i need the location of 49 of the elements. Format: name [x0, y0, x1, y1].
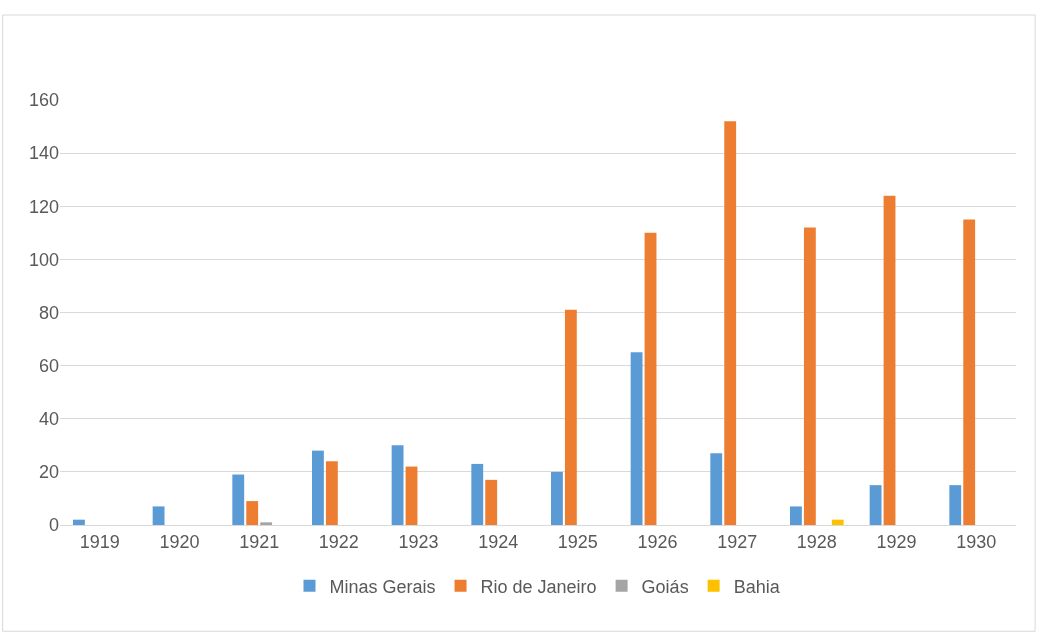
- bar: [246, 501, 259, 525]
- bar: [564, 309, 577, 525]
- bar: [790, 506, 802, 525]
- x-tick-label: 1925: [557, 531, 598, 552]
- x-tick-label: 1926: [637, 531, 678, 552]
- legend-label: Minas Gerais: [329, 576, 436, 597]
- x-tick-label: 1929: [876, 531, 917, 552]
- x-tick-label: 1919: [79, 531, 120, 552]
- bar: [644, 232, 657, 525]
- legend-label: Rio de Janeiro: [480, 576, 597, 597]
- x-tick-label: 1924: [478, 531, 519, 552]
- legend-label: Bahia: [733, 576, 781, 597]
- bar: [405, 466, 418, 525]
- bar: [831, 519, 844, 525]
- bar: [260, 522, 273, 525]
- y-tick-label: 40: [38, 409, 59, 430]
- y-tick-label: 120: [28, 196, 59, 217]
- y-tick-label: 20: [38, 462, 59, 483]
- bar: [471, 463, 484, 525]
- bar: [963, 219, 976, 525]
- bar: [485, 479, 498, 525]
- y-tick-label: 160: [28, 90, 59, 111]
- y-tick-label: 0: [48, 515, 59, 536]
- bar: [724, 121, 737, 525]
- x-tick-label: 1921: [239, 531, 280, 552]
- x-tick-label: 1922: [318, 531, 359, 552]
- y-tick-label: 140: [28, 143, 59, 164]
- bar: [803, 227, 816, 525]
- bar: [73, 519, 85, 525]
- bar: [551, 471, 563, 525]
- y-tick-label: 100: [28, 249, 59, 270]
- x-tick-label: 1923: [398, 531, 439, 552]
- y-tick-label: 60: [38, 355, 59, 376]
- bar: [312, 450, 324, 525]
- x-tick-label: 1920: [159, 531, 200, 552]
- bar: [949, 485, 962, 525]
- bar: [883, 195, 896, 525]
- bar: [325, 461, 338, 525]
- bar: [630, 352, 643, 525]
- x-tick-label: 1927: [717, 531, 758, 552]
- bar: [152, 506, 165, 525]
- x-tick-label: 1928: [796, 531, 837, 552]
- x-tick-label: 1930: [956, 531, 997, 552]
- bar: [232, 474, 245, 525]
- y-tick-label: 80: [38, 302, 59, 323]
- bar: [869, 485, 882, 525]
- bar: [710, 453, 723, 525]
- bar: [391, 445, 404, 525]
- legend-label: Goiás: [641, 576, 689, 597]
